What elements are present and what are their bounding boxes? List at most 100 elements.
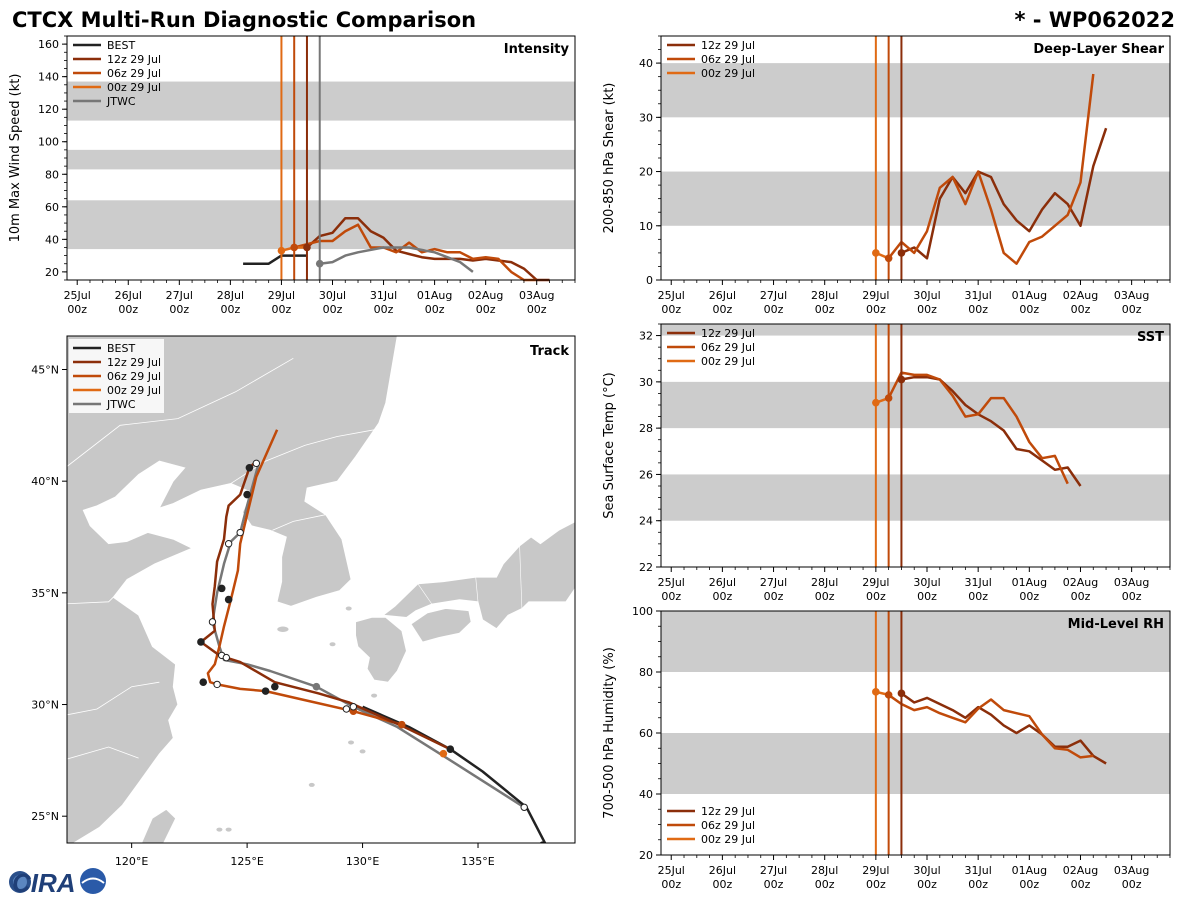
x-tick-label-hour: 00z: [917, 590, 937, 603]
small-island: [308, 782, 315, 787]
x-tick-label-date: 26Jul: [709, 864, 736, 877]
y-tick-label: 100: [38, 136, 59, 149]
x-tick-label-date: 25Jul: [64, 289, 91, 302]
x-tick-label-hour: 00z: [169, 303, 189, 316]
lat-tick-label: 30°N: [31, 699, 59, 712]
shaded-band: [661, 611, 1170, 672]
x-tick-label-hour: 00z: [1019, 590, 1039, 603]
x-tick-label-date: 26Jul: [709, 289, 736, 302]
plot-area: [661, 324, 1170, 567]
track-point: [271, 682, 279, 691]
lon-tick-label: 125°E: [230, 855, 263, 868]
x-tick-label-hour: 00z: [374, 303, 394, 316]
lon-tick-label: 135°E: [461, 855, 494, 868]
x-tick-label-hour: 00z: [1071, 878, 1091, 891]
y-tick-label: 80: [639, 666, 653, 679]
axes-frame: [660, 323, 1171, 568]
x-tick-label-date: 02Aug: [1063, 576, 1098, 589]
x-tick-label-date: 25Jul: [658, 864, 685, 877]
series-line-12z-29-jul: [900, 127, 1108, 260]
lat-tick-label: 25°N: [31, 810, 59, 823]
x-tick-label-date: 02Aug: [1063, 864, 1098, 877]
shikoku-island: [410, 608, 472, 643]
data-point: [872, 249, 880, 257]
x-tick-label-date: 01Aug: [1012, 289, 1047, 302]
taiwan-island: [141, 809, 176, 843]
x-tick-label-hour: 00z: [712, 303, 732, 316]
panel-title: Intensity: [504, 42, 570, 57]
shaded-band: [661, 171, 1170, 226]
x-tick-label-date: 28Jul: [811, 289, 838, 302]
x-tick-label-hour: 00z: [968, 303, 988, 316]
track-point: [520, 803, 528, 811]
x-tick-label-date: 01Aug: [1012, 576, 1047, 589]
x-tick-label-date: 26Jul: [709, 576, 736, 589]
x-tick-label-date: 03Aug: [519, 289, 554, 302]
x-tick-label-hour: 00z: [764, 590, 784, 603]
series-line-06z-29-jul: [887, 371, 1069, 485]
y-axis-label: 700-500 hPa Humidity (%): [602, 647, 617, 819]
prefecture-border: [417, 583, 433, 605]
series-line-12z-29-jul: [900, 692, 1107, 765]
x-tick-label-hour: 00z: [815, 303, 835, 316]
legend-label: 06z 29 Jul: [107, 370, 161, 383]
legend-label: 12z 29 Jul: [701, 39, 755, 52]
data-point: [315, 259, 324, 268]
map-frame: [66, 335, 576, 844]
data-point: [884, 394, 893, 402]
legend-label: BEST: [107, 342, 135, 355]
mainland-landmass: [67, 336, 398, 843]
y-tick-label: 40: [639, 57, 653, 70]
x-tick-label-date: 31Jul: [965, 576, 992, 589]
track-point: [208, 618, 217, 626]
x-tick-label-hour: 00z: [764, 878, 784, 891]
data-point: [303, 243, 311, 252]
x-tick-label-date: 27Jul: [760, 864, 787, 877]
x-tick-label-hour: 00z: [661, 303, 681, 316]
y-tick-label: 100: [632, 605, 653, 618]
x-tick-label-hour: 00z: [1122, 590, 1142, 603]
jeju-island: [276, 625, 290, 633]
legend-label: 00z 29 Jul: [701, 67, 755, 80]
rh-panel: 2040608010025Jul00z26Jul00z27Jul00z28Jul…: [602, 605, 1171, 891]
legend-label: 06z 29 Jul: [701, 341, 755, 354]
x-tick-label-hour: 00z: [118, 303, 138, 316]
y-tick-label: 22: [639, 561, 653, 574]
x-tick-label-hour: 00z: [917, 878, 937, 891]
x-tick-label-date: 31Jul: [370, 289, 397, 302]
legend-label: JTWC: [106, 398, 136, 411]
small-island: [359, 749, 366, 754]
y-axis-label: 200-850 hPa Shear (kt): [602, 83, 617, 234]
legend-label: 00z 29 Jul: [107, 384, 161, 397]
track-point: [199, 678, 208, 686]
track-point: [261, 687, 270, 695]
x-tick-label-date: 25Jul: [658, 289, 685, 302]
x-tick-label-hour: 00z: [220, 303, 240, 316]
intensity-panel: 2040608010012014016025Jul00z26Jul00z27Ju…: [8, 35, 576, 316]
track-point: [197, 638, 205, 646]
series-line-12z-29-jul: [901, 375, 1082, 487]
x-tick-label-hour: 00z: [712, 590, 732, 603]
data-point: [277, 246, 286, 255]
legend-label: JTWC: [106, 95, 136, 108]
prefecture-border: [475, 577, 479, 602]
lat-tick-label: 45°N: [31, 364, 59, 377]
x-tick-label-hour: 00z: [476, 303, 496, 316]
x-tick-label-date: 28Jul: [811, 864, 838, 877]
y-tick-label: 30: [639, 376, 653, 389]
panel-title: Mid-Level RH: [1068, 617, 1164, 632]
x-tick-label-date: 29Jul: [862, 864, 889, 877]
x-tick-label-date: 26Jul: [115, 289, 142, 302]
legend-label: 12z 29 Jul: [701, 805, 755, 818]
province-border: [67, 597, 114, 605]
kyushu-island: [355, 617, 407, 683]
map-land: [67, 336, 575, 843]
x-tick-label-date: 25Jul: [658, 576, 685, 589]
track-12z-29-jul: [199, 460, 451, 751]
small-island: [371, 693, 378, 698]
track-point: [349, 703, 358, 711]
panel-title: SST: [1137, 330, 1164, 345]
lat-tick-label: 35°N: [31, 587, 59, 600]
x-tick-label-date: 27Jul: [760, 289, 787, 302]
